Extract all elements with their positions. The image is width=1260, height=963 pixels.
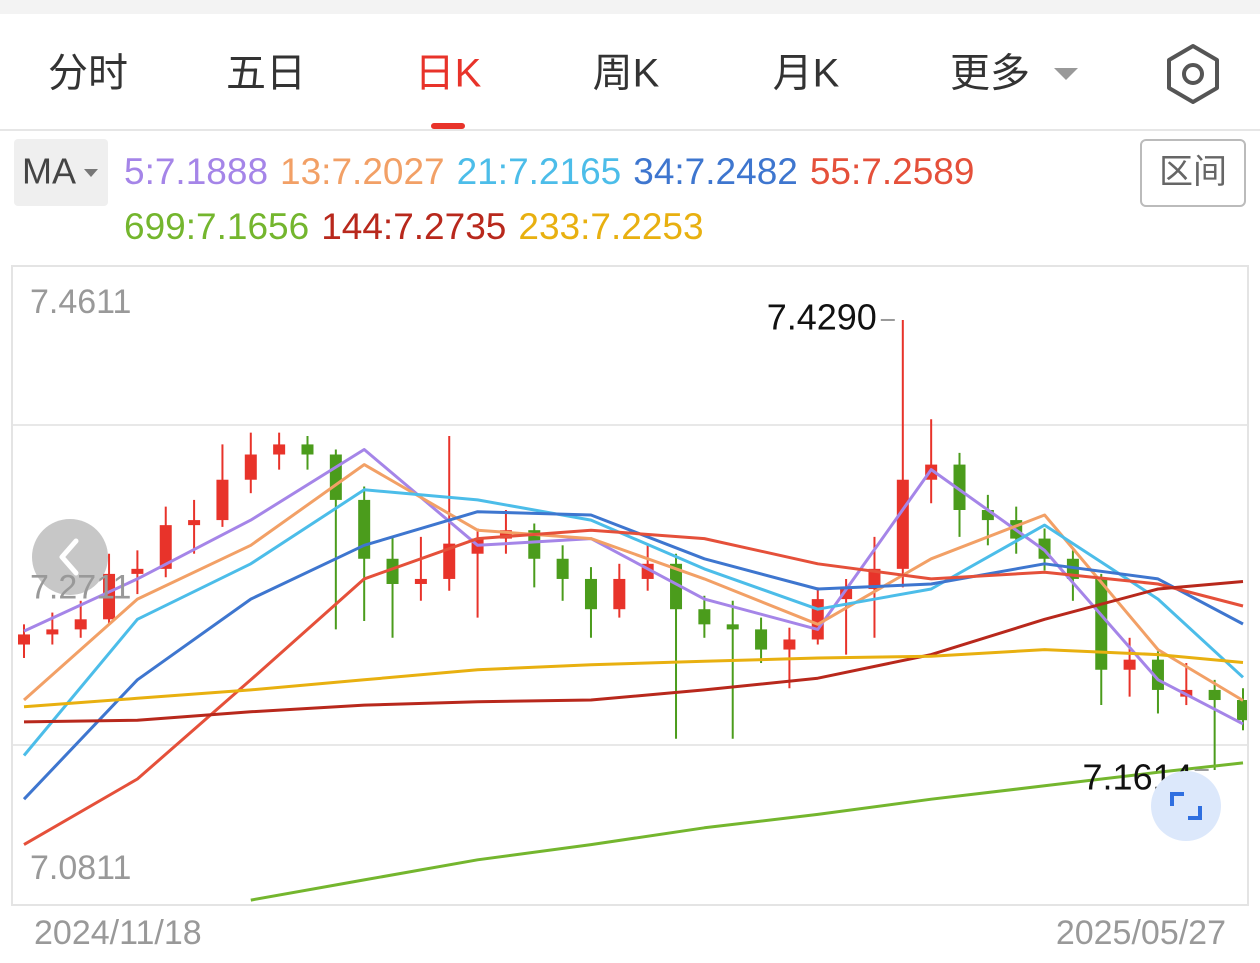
tab[interactable]: 日K <box>415 52 482 96</box>
ma-arrow <box>84 169 98 177</box>
ma-line <box>23 580 1244 724</box>
tab[interactable]: 分时 <box>48 52 128 96</box>
candle-body <box>103 573 116 620</box>
ma-button[interactable] <box>14 139 108 206</box>
ma-line <box>250 761 1244 902</box>
ma-line <box>23 463 1244 702</box>
range-label[interactable]: 区间 <box>1159 153 1227 191</box>
legend: 5:7.1888 13:7.2027 21:7.2165 34:7.2482 55:7.… <box>124 151 974 247</box>
legend-entry: 21:7.2165 <box>457 151 622 192</box>
candle-body <box>386 558 399 584</box>
ma-line <box>23 528 1244 846</box>
candle-body <box>1095 578 1108 670</box>
legend-entry: 13:7.2027 <box>280 151 445 192</box>
candle-body <box>131 568 144 574</box>
x-tick-label: 2024/11/18 <box>34 914 202 952</box>
candle-body <box>414 578 427 584</box>
period-tabs: 分时 五日 日K 周K 月K 更多 <box>48 52 1030 129</box>
candle-body <box>783 639 796 650</box>
ma-label[interactable]: MA <box>22 151 76 192</box>
candle-body <box>18 634 30 645</box>
candle-body <box>358 499 371 559</box>
legend-entry: 34:7.2482 <box>633 151 798 192</box>
more-arrow[interactable] <box>1054 68 1078 80</box>
y-tick-label: 7.4611 <box>30 283 131 321</box>
annotation-label: 7.4290 <box>767 296 877 337</box>
candle-body <box>896 479 909 569</box>
candle-body <box>698 609 711 625</box>
legend-entry: 144:7.2735 <box>321 206 506 247</box>
candle-body <box>329 454 342 500</box>
plot <box>18 319 1247 902</box>
candle-body <box>301 444 314 455</box>
candle-body <box>443 543 456 579</box>
tab[interactable]: 更多 <box>950 52 1030 96</box>
candle-body <box>1237 700 1247 721</box>
candle-body <box>528 530 541 559</box>
candle-body <box>499 530 512 539</box>
candle-body <box>46 629 59 635</box>
candle-body <box>981 509 994 521</box>
ma-line <box>23 448 1244 726</box>
tab[interactable]: 五日 <box>226 52 306 96</box>
y-tick-label: 7.0811 <box>30 849 131 887</box>
candle-body <box>74 619 87 630</box>
tab[interactable]: 月K <box>773 52 840 96</box>
settings-icon[interactable] <box>1167 44 1219 104</box>
candle-body <box>584 578 597 610</box>
legend-entry: 233:7.2253 <box>518 206 703 247</box>
candle-body <box>244 454 257 480</box>
legend-entry: 5:7.1888 <box>124 151 268 192</box>
candle-body <box>188 520 201 526</box>
candle-body <box>273 444 286 455</box>
candle-body <box>840 589 853 600</box>
x-tick-label: 2025/05/27 <box>1056 914 1226 952</box>
candle-body <box>670 563 683 610</box>
range-button[interactable] <box>1140 139 1246 207</box>
legend-entry: 699:7.1656 <box>124 206 309 247</box>
ma-line <box>22 488 1245 757</box>
candle-body <box>1208 689 1221 701</box>
candle-body <box>755 629 768 650</box>
candle-body <box>953 464 966 510</box>
expand-button[interactable] <box>1151 771 1221 841</box>
candle-body <box>159 525 172 569</box>
candle-body <box>216 479 229 521</box>
candle-body <box>726 624 739 630</box>
tab-underline <box>431 123 465 129</box>
legend-entry: 55:7.2589 <box>810 151 975 192</box>
plot-frame <box>11 265 1249 906</box>
ma-line <box>23 648 1244 709</box>
ma-line <box>22 510 1244 801</box>
candle-body <box>613 578 626 610</box>
candle-body <box>811 599 824 640</box>
candle-body <box>556 558 569 579</box>
candle-body <box>868 568 881 590</box>
status-strip <box>0 0 1260 14</box>
tab[interactable]: 周K <box>593 52 660 96</box>
candle-body <box>1123 659 1136 670</box>
back-button[interactable] <box>32 519 108 595</box>
